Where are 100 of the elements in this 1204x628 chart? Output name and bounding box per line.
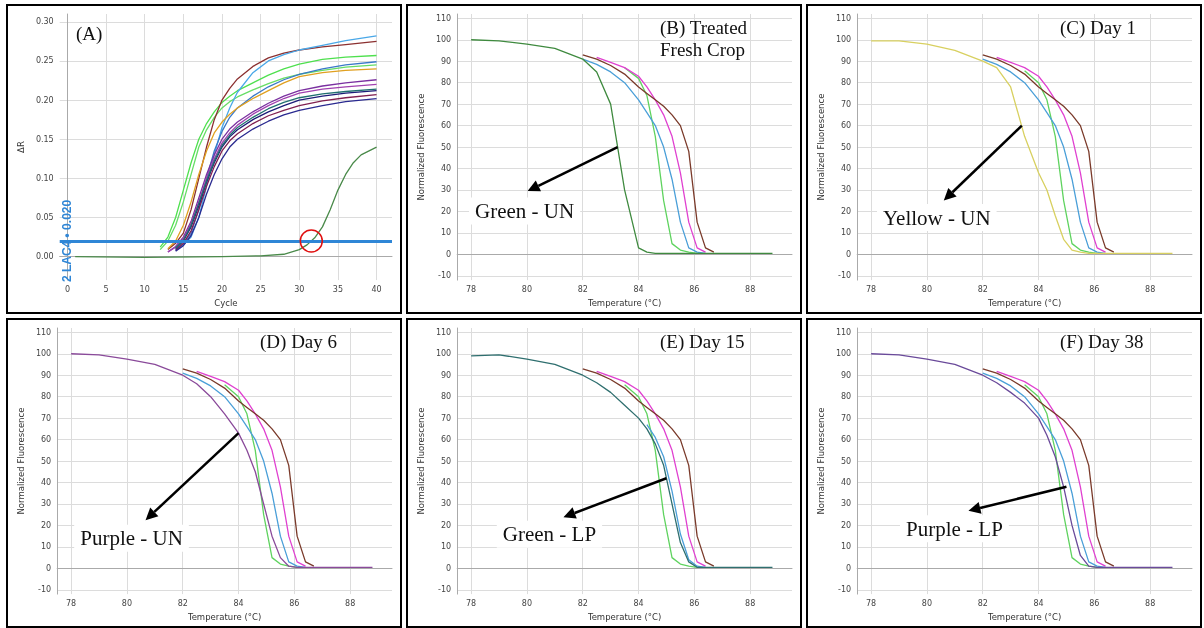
- y-tick-label: 110: [435, 327, 452, 337]
- x-tick-label: 88: [345, 598, 356, 608]
- text: (B) Treated Fresh Crop: [660, 16, 752, 60]
- x-tick-label: 82: [977, 598, 988, 608]
- x-tick-label: 78: [866, 598, 877, 608]
- y-tick-label: 30: [440, 185, 452, 195]
- x-tick-label: 80: [121, 598, 133, 608]
- y-tick-label: 20: [840, 520, 852, 530]
- y-axis-title: Normalized Fluorescence: [815, 407, 826, 515]
- y-tick-label: 10: [440, 542, 452, 552]
- x-tick-label: 80: [521, 598, 533, 608]
- y-tick-label: 50: [840, 456, 852, 466]
- annotation: Purple - UN: [80, 526, 183, 551]
- y-tick-label: 20: [440, 520, 452, 530]
- y-tick-label: 100: [435, 35, 452, 45]
- y-tick-label: 110: [835, 13, 852, 23]
- x-tick-label: 78: [866, 284, 877, 294]
- y-tick-label: 60: [440, 121, 452, 131]
- y-tick-label: 60: [40, 435, 52, 445]
- x-tick-label: 10: [139, 284, 150, 294]
- annotation: Green - LP: [502, 522, 597, 547]
- y-tick-label: -10: [38, 585, 52, 595]
- x-tick-label: 86: [689, 284, 700, 294]
- x-tick-label: 84: [1033, 284, 1044, 294]
- x-tick-label: 86: [1089, 598, 1100, 608]
- y-tick-label: 90: [440, 370, 452, 380]
- y-tick-label: 30: [40, 499, 52, 509]
- y-tick-label: 90: [440, 56, 452, 66]
- y-tick-label: 90: [40, 370, 52, 380]
- annotation: Green - UN: [475, 199, 575, 224]
- y-tick-label: 50: [840, 142, 852, 152]
- y-tick-label: 10: [840, 542, 852, 552]
- y-axis-title: Normalized Fluorescence: [415, 407, 426, 515]
- x-tick-label: 40: [371, 284, 382, 294]
- y-tick-label: 60: [840, 121, 852, 131]
- y-axis-title: Normalized Fluorescence: [815, 93, 826, 201]
- y-tick-label: 0: [446, 249, 452, 259]
- y-tick-label: 0: [446, 563, 452, 573]
- x-tick-label: 82: [577, 598, 588, 608]
- y-tick-label: 10: [440, 228, 452, 238]
- y-tick-label: 80: [440, 78, 452, 88]
- y-tick-label: 80: [440, 392, 452, 402]
- x-axis-title: Temperature (°C): [986, 611, 1062, 622]
- x-tick-label: 82: [177, 598, 188, 608]
- x-tick-label: 82: [977, 284, 988, 294]
- y-tick-label: 70: [840, 99, 852, 109]
- x-tick-label: 88: [745, 598, 756, 608]
- y-tick-label: 50: [40, 456, 52, 466]
- x-tick-label: 20: [216, 284, 228, 294]
- y-tick-label: 50: [440, 142, 452, 152]
- x-tick-label: 30: [294, 284, 305, 294]
- y-tick-label: -10: [438, 585, 452, 595]
- y-axis-title: ΔR: [15, 141, 26, 153]
- y-tick-label: 40: [40, 478, 52, 488]
- chart-title: (C) Day 1: [1060, 16, 1136, 39]
- x-axis-title: Temperature (°C): [586, 611, 662, 622]
- y-tick-label: -10: [438, 271, 452, 281]
- x-axis-title: Temperature (°C): [186, 611, 262, 622]
- x-tick-label: 86: [289, 598, 300, 608]
- y-tick-label: 100: [435, 349, 452, 359]
- y-tick-label: 0.10: [35, 173, 54, 183]
- x-tick-label: 86: [1089, 284, 1100, 294]
- x-tick-label: 80: [921, 284, 933, 294]
- chart-title: (E) Day 15: [660, 330, 745, 353]
- y-tick-label: 80: [40, 392, 52, 402]
- y-tick-label: 40: [440, 478, 452, 488]
- y-tick-label: 100: [835, 35, 852, 45]
- x-tick-label: 88: [745, 284, 756, 294]
- x-tick-label: 82: [577, 284, 588, 294]
- y-tick-label: 90: [840, 370, 852, 380]
- y-tick-label: 0: [46, 563, 52, 573]
- y-tick-label: 0.00: [35, 252, 54, 262]
- x-tick-label: 5: [103, 284, 109, 294]
- annotation: Purple - LP: [906, 516, 1003, 541]
- y-tick-label: 0.15: [35, 134, 54, 144]
- x-tick-label: 88: [1145, 598, 1156, 608]
- y-axis-title: Normalized Fluorescence: [15, 407, 26, 515]
- y-tick-label: 0.20: [35, 95, 54, 105]
- y-tick-label: 0.25: [35, 56, 54, 66]
- x-tick-label: 78: [66, 598, 77, 608]
- x-tick-label: 80: [521, 284, 533, 294]
- y-tick-label: 40: [840, 478, 852, 488]
- y-tick-label: 100: [835, 349, 852, 359]
- chart-title: (F) Day 38: [1060, 330, 1144, 353]
- x-tick-label: 78: [466, 284, 477, 294]
- x-tick-label: 25: [255, 284, 266, 294]
- y-tick-label: 70: [440, 99, 452, 109]
- y-tick-label: 70: [440, 413, 452, 423]
- y-tick-label: 30: [440, 499, 452, 509]
- x-tick-label: 0: [64, 284, 70, 294]
- y-tick-label: 110: [835, 327, 852, 337]
- y-tick-label: -10: [838, 271, 852, 281]
- x-tick-label: 84: [633, 284, 644, 294]
- x-axis-title: Temperature (°C): [586, 297, 662, 308]
- x-tick-label: 84: [233, 598, 244, 608]
- x-axis-title: Temperature (°C): [986, 297, 1062, 308]
- y-tick-label: 30: [840, 185, 852, 195]
- x-tick-label: 86: [689, 598, 700, 608]
- y-tick-label: 100: [35, 349, 52, 359]
- x-tick-label: 80: [921, 598, 933, 608]
